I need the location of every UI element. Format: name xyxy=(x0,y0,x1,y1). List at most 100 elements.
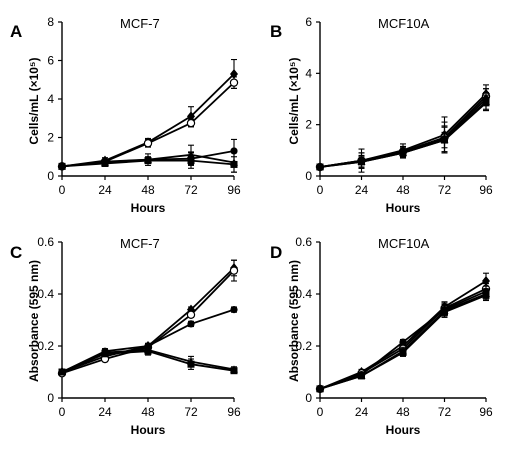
data-point-square xyxy=(482,291,490,299)
y-tick-label: 0.4 xyxy=(37,287,54,301)
y-tick-label: 0.6 xyxy=(295,235,312,249)
series-open-circle xyxy=(57,259,239,378)
chart-panel-c: C MCF-7 0 24 48 72 96 0 0.2 0.4 0.6 Hours Absorbance… xyxy=(10,235,241,437)
y-tick-label: 8 xyxy=(47,15,54,29)
x-tick-label: 0 xyxy=(317,183,324,197)
y-axis-label: Cells/mL (×10⁵) xyxy=(27,57,41,144)
y-tick-label: 0.2 xyxy=(295,339,312,353)
y-tick-label: 0 xyxy=(47,169,54,183)
panel-letter: B xyxy=(270,22,282,41)
data-point-square xyxy=(399,149,407,157)
data-point-open-circle xyxy=(229,266,239,275)
y-tick-label: 4 xyxy=(47,92,54,106)
series-diamond xyxy=(316,84,490,173)
panel-letter: C xyxy=(10,243,22,262)
data-point-square xyxy=(482,99,490,107)
x-tick-label: 0 xyxy=(59,183,66,197)
x-tick-label: 96 xyxy=(227,405,241,419)
x-tick-label: 48 xyxy=(396,183,410,197)
chart-panel-d: D MCF10A 0 24 48 72 96 0 0.2 0.4 0.6 Hours Absorbanc… xyxy=(270,235,493,437)
x-tick-label: 24 xyxy=(355,405,369,419)
x-tick-label: 24 xyxy=(98,183,112,197)
x-tick-label: 72 xyxy=(438,405,452,419)
data-point-square xyxy=(358,158,365,166)
x-axis-label: Hours xyxy=(131,201,166,215)
panel-title: MCF-7 xyxy=(120,236,160,251)
panel-title: MCF-7 xyxy=(120,16,160,31)
series-diamond xyxy=(316,272,490,394)
data-point-open-circle xyxy=(143,139,153,148)
y-tick-label: 0 xyxy=(47,391,54,405)
series-line-diamond xyxy=(319,280,487,390)
data-point-square xyxy=(399,349,407,356)
series-square xyxy=(316,94,490,171)
y-axis-label: Absorbance (595 nm) xyxy=(27,260,41,382)
data-point-open-circle xyxy=(229,78,239,87)
y-tick-label: 0 xyxy=(305,169,312,183)
x-tick-label: 96 xyxy=(479,183,493,197)
series-square xyxy=(58,152,238,173)
data-point-square xyxy=(230,160,238,168)
y-tick-label: 2 xyxy=(305,118,312,132)
panel-letter: D xyxy=(270,243,282,262)
data-point-square xyxy=(101,350,109,358)
data-point-square xyxy=(316,385,324,393)
series-line-diamond xyxy=(61,267,235,373)
y-tick-label: 2 xyxy=(47,131,54,145)
x-tick-label: 24 xyxy=(98,405,112,419)
data-point-square xyxy=(441,136,448,144)
y-axis-label: Absorbance (595 nm) xyxy=(287,260,301,382)
x-tick-label: 96 xyxy=(479,405,493,419)
y-tick-label: 6 xyxy=(305,15,312,29)
x-tick-label: 72 xyxy=(438,183,452,197)
x-tick-label: 0 xyxy=(59,405,66,419)
panel-letter: A xyxy=(10,22,22,41)
y-tick-label: 0.2 xyxy=(37,339,54,353)
x-tick-label: 48 xyxy=(141,183,155,197)
data-point-square xyxy=(187,157,195,165)
series-square xyxy=(316,289,490,393)
x-tick-label: 72 xyxy=(184,183,198,197)
x-axis-label: Hours xyxy=(131,423,166,437)
data-point-square xyxy=(144,157,152,165)
data-point-square xyxy=(316,163,324,171)
data-point-square xyxy=(58,368,66,376)
series-line-open-circle xyxy=(61,269,235,375)
y-axis-label: Cells/mL (×10⁵) xyxy=(287,57,301,144)
x-axis-label: Hours xyxy=(386,423,421,437)
data-point-square xyxy=(144,347,152,355)
y-tick-label: 4 xyxy=(305,66,312,80)
x-tick-label: 24 xyxy=(355,183,369,197)
data-point-square xyxy=(441,308,448,316)
y-tick-label: 0.6 xyxy=(37,235,54,249)
y-tick-label: 0 xyxy=(305,391,312,405)
x-tick-label: 0 xyxy=(317,405,324,419)
y-tick-label: 0.4 xyxy=(295,287,312,301)
panel-title: MCF10A xyxy=(378,16,430,31)
y-tick-label: 6 xyxy=(47,54,54,68)
series-diamond xyxy=(58,259,238,377)
series-open-circle xyxy=(315,283,491,394)
series-open-circle xyxy=(315,88,491,173)
data-point-square xyxy=(187,360,195,368)
data-point-open-circle xyxy=(186,118,196,128)
data-point-square xyxy=(230,367,238,375)
x-tick-label: 72 xyxy=(184,405,198,419)
data-point-filled-circle xyxy=(230,306,238,314)
series-triangle xyxy=(316,92,490,171)
data-point-square xyxy=(358,372,365,380)
x-tick-label: 48 xyxy=(141,405,155,419)
panel-title: MCF10A xyxy=(378,236,430,251)
data-point-open-circle xyxy=(186,310,196,319)
x-axis-label: Hours xyxy=(386,201,421,215)
data-point-square xyxy=(101,159,109,167)
data-point-square xyxy=(58,162,66,170)
x-tick-label: 96 xyxy=(227,183,241,197)
data-point-filled-circle xyxy=(187,320,195,328)
series-square xyxy=(58,346,238,376)
x-tick-label: 48 xyxy=(396,405,410,419)
series-line-diamond xyxy=(61,73,235,168)
